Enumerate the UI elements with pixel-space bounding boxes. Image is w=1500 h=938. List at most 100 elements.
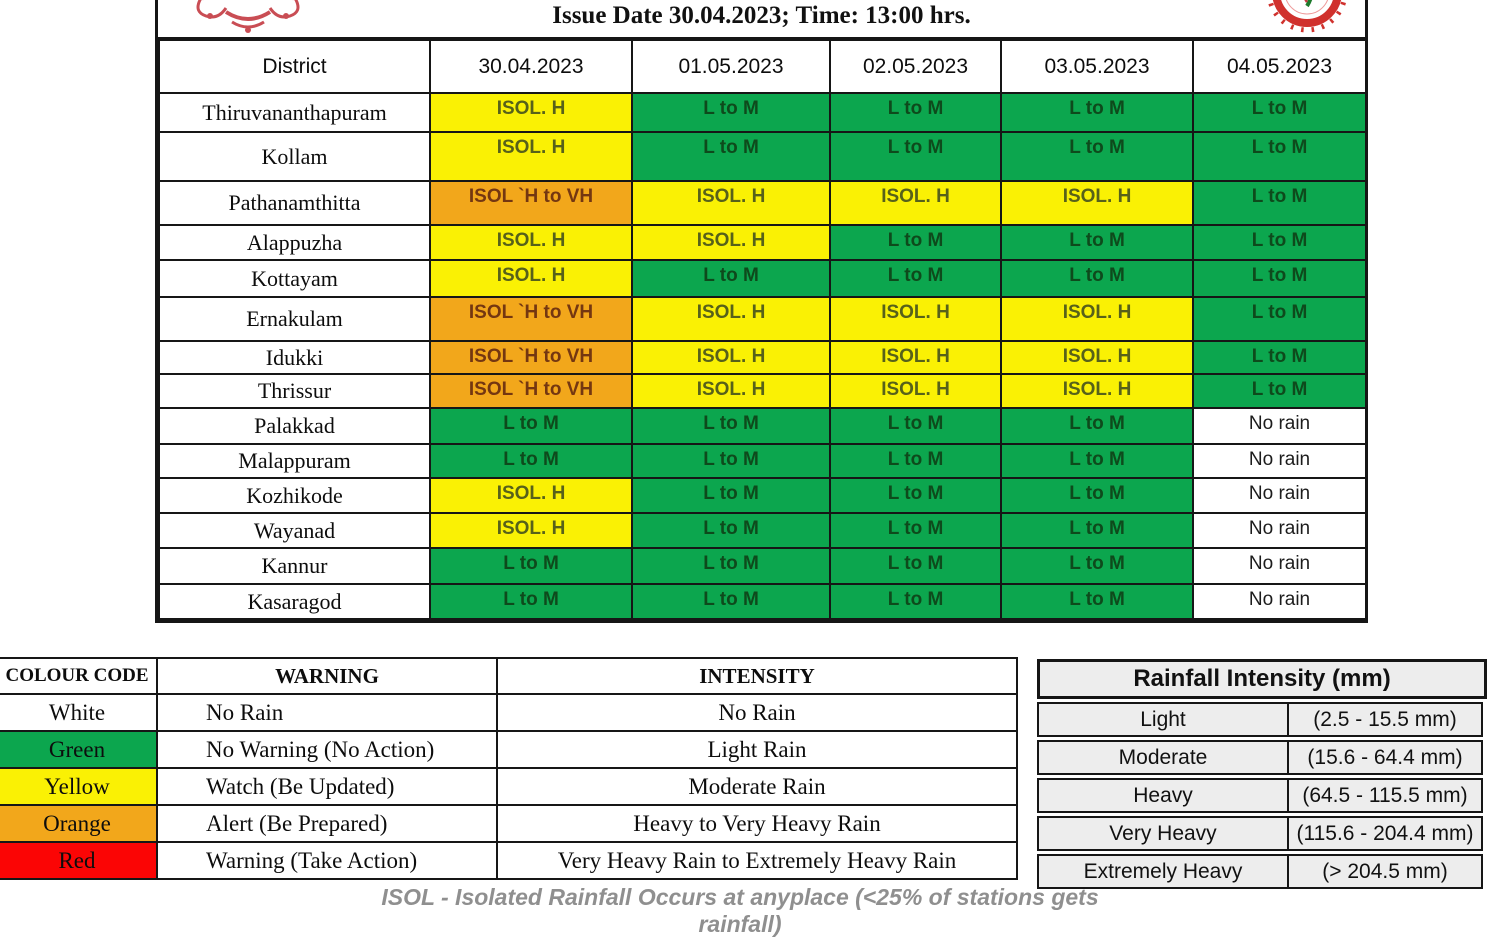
- forecast-cell: ISOL. H: [829, 296, 1002, 342]
- colour-swatch: Green: [0, 730, 158, 769]
- col-header-date-5: 04.05.2023: [1192, 39, 1367, 94]
- imd-logo-icon: [1265, 0, 1349, 37]
- forecast-cell: L to M: [1192, 92, 1367, 133]
- forecast-cell: L to M: [1192, 180, 1367, 226]
- rainfall-intensity-label: Very Heavy: [1037, 816, 1287, 851]
- forecast-cell: No rain: [1192, 477, 1367, 514]
- legend-row: White No Rain No Rain: [0, 693, 1018, 732]
- warning-text: Watch (Be Updated): [156, 767, 498, 806]
- forecast-cell: ISOL. H: [1000, 373, 1194, 409]
- forecast-cell: L to M: [429, 443, 633, 479]
- forecast-cell: L to M: [1000, 583, 1194, 620]
- colour-swatch: Red: [0, 841, 158, 880]
- col-header-date-4: 03.05.2023: [1000, 39, 1194, 94]
- forecast-cell: No rain: [1192, 407, 1367, 445]
- forecast-panel: Issue Date 30.04.2023; Time: 13:00 hrs. …: [155, 0, 1368, 623]
- legend-row: Green No Warning (No Action) Light Rain: [0, 730, 1018, 769]
- district-name: Kasaragod: [158, 583, 431, 620]
- forecast-cell: L to M: [1000, 443, 1194, 479]
- intensity-text: Very Heavy Rain to Extremely Heavy Rain: [496, 841, 1018, 880]
- col-header-date-1: 30.04.2023: [429, 39, 633, 94]
- forecast-cell: L to M: [1000, 512, 1194, 549]
- forecast-cell: ISOL. H: [631, 296, 831, 342]
- forecast-cell: ISOL. H: [429, 259, 633, 298]
- forecast-cell: L to M: [829, 224, 1002, 261]
- colour-swatch: Yellow: [0, 767, 158, 806]
- district-name: Pathanamthitta: [158, 180, 431, 226]
- warning-text: Warning (Take Action): [156, 841, 498, 880]
- forecast-cell: L to M: [631, 131, 831, 182]
- forecast-cell: ISOL. H: [429, 92, 633, 133]
- forecast-cell: No rain: [1192, 443, 1367, 479]
- forecast-cell: L to M: [829, 512, 1002, 549]
- forecast-cell: L to M: [1000, 224, 1194, 261]
- colour-code-legend: COLOUR CODE WARNING INTENSITY White No Ra…: [0, 657, 1018, 880]
- forecast-cell: ISOL. H: [631, 180, 831, 226]
- rainfall-intensity-panel: Rainfall Intensity (mm) Light (2.5 - 15.5…: [1037, 659, 1487, 892]
- warning-text: Alert (Be Prepared): [156, 804, 498, 843]
- forecast-cell: L to M: [1000, 259, 1194, 298]
- colour-swatch: Orange: [0, 804, 158, 843]
- forecast-cell: ISOL. H: [429, 224, 633, 261]
- rainfall-intensity-range: (2.5 - 15.5 mm): [1287, 702, 1483, 737]
- forecast-cell: L to M: [829, 259, 1002, 298]
- intensity-text: Moderate Rain: [496, 767, 1018, 806]
- district-name: Alappuzha: [158, 224, 431, 261]
- forecast-row: Idukki ISOL `H to VH ISOL. H ISOL. H ISOL. H…: [158, 340, 1367, 375]
- rainfall-intensity-row: Light (2.5 - 15.5 mm): [1037, 702, 1487, 737]
- forecast-cell: ISOL `H to VH: [429, 180, 633, 226]
- forecast-cell: L to M: [1192, 373, 1367, 409]
- forecast-cell: L to M: [829, 131, 1002, 182]
- forecast-cell: L to M: [1000, 92, 1194, 133]
- legend-header-intensity: INTENSITY: [496, 657, 1018, 695]
- district-name: Thiruvananthapuram: [158, 92, 431, 133]
- district-name: Kozhikode: [158, 477, 431, 514]
- forecast-cell: ISOL. H: [429, 131, 633, 182]
- forecast-cell: L to M: [429, 407, 633, 445]
- forecast-cell: L to M: [829, 443, 1002, 479]
- forecast-cell: L to M: [631, 583, 831, 620]
- forecast-cell: L to M: [1000, 131, 1194, 182]
- district-name: Kottayam: [158, 259, 431, 298]
- forecast-cell: ISOL `H to VH: [429, 373, 633, 409]
- forecast-cell: ISOL. H: [631, 373, 831, 409]
- forecast-cell: L to M: [829, 583, 1002, 620]
- district-name: Wayanad: [158, 512, 431, 549]
- intensity-text: No Rain: [496, 693, 1018, 732]
- forecast-cell: L to M: [429, 547, 633, 585]
- intensity-text: Heavy to Very Heavy Rain: [496, 804, 1018, 843]
- forecast-cell: L to M: [1000, 547, 1194, 585]
- forecast-cell: ISOL. H: [1000, 296, 1194, 342]
- forecast-cell: ISOL. H: [631, 340, 831, 375]
- district-name: Malappuram: [158, 443, 431, 479]
- forecast-cell: ISOL `H to VH: [429, 340, 633, 375]
- colour-swatch: White: [0, 693, 158, 732]
- forecast-cell: No rain: [1192, 583, 1367, 620]
- legend-row: Yellow Watch (Be Updated) Moderate Rain: [0, 767, 1018, 806]
- intensity-text: Light Rain: [496, 730, 1018, 769]
- forecast-cell: L to M: [429, 583, 633, 620]
- forecast-cell: ISOL. H: [829, 373, 1002, 409]
- forecast-cell: ISOL. H: [429, 512, 633, 549]
- forecast-cell: L to M: [631, 259, 831, 298]
- col-header-district: District: [158, 39, 431, 94]
- forecast-cell: No rain: [1192, 547, 1367, 585]
- rainfall-intensity-row: Heavy (64.5 - 115.5 mm): [1037, 778, 1487, 813]
- district-name: Kannur: [158, 547, 431, 585]
- district-name: Thrissur: [158, 373, 431, 409]
- district-name: Palakkad: [158, 407, 431, 445]
- rainfall-intensity-label: Light: [1037, 702, 1287, 737]
- rainfall-intensity-row: Very Heavy (115.6 - 204.4 mm): [1037, 816, 1487, 851]
- forecast-table: District 30.04.2023 01.05.2023 02.05.202…: [158, 39, 1367, 620]
- forecast-cell: L to M: [1000, 407, 1194, 445]
- legend-table: COLOUR CODE WARNING INTENSITY White No Ra…: [0, 657, 1018, 880]
- kerala-govt-emblem-icon: [186, 0, 310, 37]
